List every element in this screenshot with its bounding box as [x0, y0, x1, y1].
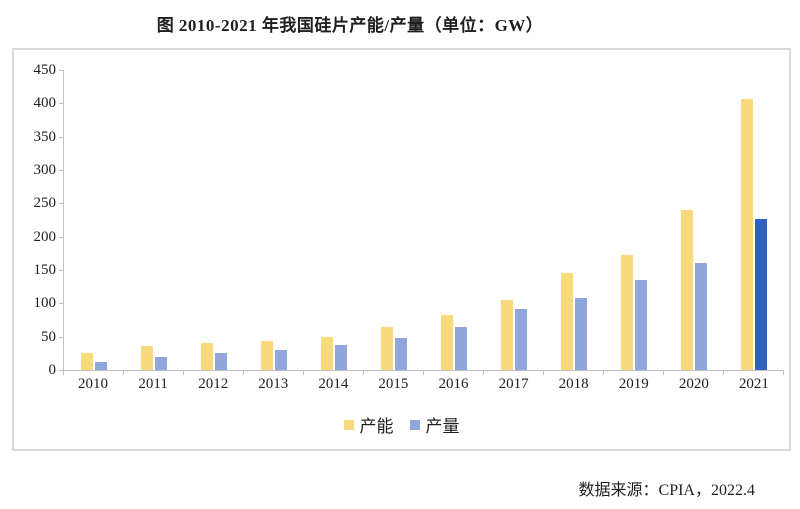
y-axis-tick	[59, 70, 63, 71]
capacity-bar	[561, 272, 573, 370]
x-axis-label: 2019	[618, 376, 649, 392]
capacity-bar	[201, 342, 213, 370]
legend-item-production: 产量	[409, 412, 460, 437]
bar-group	[124, 70, 184, 370]
x-axis-label: 2016	[438, 376, 469, 392]
x-axis-label: 2017	[498, 376, 529, 392]
x-axis-label: 2015	[378, 376, 409, 392]
production-swatch-icon	[409, 419, 420, 430]
capacity-swatch-icon	[343, 419, 354, 430]
y-axis-tick-label: 300	[33, 162, 57, 178]
y-axis-tick	[59, 370, 63, 371]
y-axis-tick	[59, 336, 63, 338]
bar-group	[304, 70, 364, 370]
capacity-bar	[381, 327, 393, 370]
y-axis-tick-label: 400	[33, 95, 57, 112]
y-axis-tick-label: 450	[33, 62, 57, 78]
y-axis-tick	[59, 203, 63, 205]
capacity-bar	[741, 98, 753, 370]
production-bar	[395, 338, 407, 370]
y-axis-tick-label: 350	[33, 128, 57, 145]
y-axis-tick	[59, 236, 63, 238]
x-axis-label: 2014	[318, 376, 349, 392]
bar-group	[244, 70, 304, 370]
x-axis-label: 2021	[738, 376, 769, 392]
y-axis-tick-label: 50	[41, 328, 56, 345]
x-axis-tick	[663, 371, 664, 375]
x-axis-tick	[363, 371, 364, 375]
x-axis-label: 2020	[678, 376, 709, 392]
capacity-bar	[261, 341, 273, 370]
bar-group	[184, 70, 244, 370]
x-axis-label: 2012	[198, 376, 229, 392]
y-axis-tick-label: 0	[48, 362, 57, 378]
source-note: 数据来源：CPIA，2022.4	[578, 482, 755, 499]
production-bar	[455, 327, 467, 370]
capacity-bar	[81, 353, 93, 370]
x-axis-label: 2013	[258, 376, 289, 392]
production-bar	[155, 356, 167, 370]
production-bar	[695, 262, 707, 370]
x-axis-label: 2018	[558, 376, 589, 392]
x-axis-tick	[723, 371, 724, 375]
x-axis-tick	[63, 371, 64, 375]
production-bar	[275, 350, 287, 370]
legend-production-label: 产量	[425, 417, 460, 436]
chart-box: 0 50 100 150 200 250 300 350 400 450 2010 2011 2012…	[12, 48, 791, 451]
plot-area	[63, 70, 784, 371]
production-bar	[575, 298, 587, 370]
bar-group	[64, 70, 124, 370]
bar-group	[424, 70, 484, 370]
legend-capacity-label: 产能	[359, 417, 394, 436]
y-axis-tick-label: 150	[33, 262, 57, 278]
y-axis-tick-label: 250	[33, 195, 57, 212]
x-axis-label: 2010	[78, 376, 109, 392]
y-axis-tick-label: 200	[33, 228, 57, 245]
x-axis-tick	[543, 371, 544, 375]
production-bar	[215, 352, 227, 370]
bar-group	[664, 70, 724, 370]
x-axis-tick	[123, 371, 124, 375]
y-axis-tick	[59, 170, 63, 171]
y-axis-tick	[59, 303, 63, 305]
bar-group	[724, 70, 784, 370]
chart-title: 图 2010-2021 年我国硅片产能/产量（单位：GW）	[156, 16, 544, 35]
capacity-bar	[501, 300, 513, 370]
x-axis-tick	[303, 371, 304, 375]
x-axis-tick	[183, 371, 184, 375]
production-bar	[755, 218, 767, 370]
bar-group	[544, 70, 604, 370]
x-axis-tick	[483, 371, 484, 375]
x-axis-tick	[603, 371, 604, 375]
bar-group	[484, 70, 544, 370]
capacity-bar	[621, 254, 633, 370]
production-bar	[635, 280, 647, 370]
y-axis-tick	[59, 136, 63, 138]
x-axis-tick	[423, 371, 424, 375]
capacity-bar	[441, 315, 453, 370]
x-axis-labels: 2010 2011 2012 2013 2014 2015 2016 2017 2018 2019…	[63, 376, 784, 393]
bar-group	[604, 70, 664, 370]
x-axis-tick	[783, 371, 784, 375]
legend: 产能 产量	[14, 412, 789, 437]
x-axis-label: 2011	[138, 376, 168, 392]
capacity-bar	[321, 336, 333, 370]
capacity-bar	[681, 210, 693, 370]
y-axis-tick	[59, 103, 63, 105]
y-axis-tick-label: 100	[33, 295, 57, 312]
legend-item-capacity: 产能	[343, 412, 394, 437]
production-bar	[335, 344, 347, 370]
production-bar	[515, 308, 527, 370]
production-bar	[95, 362, 107, 370]
bar-group	[364, 70, 424, 370]
capacity-bar	[141, 346, 153, 370]
x-axis-tick	[243, 371, 244, 375]
y-axis-tick	[59, 270, 63, 271]
